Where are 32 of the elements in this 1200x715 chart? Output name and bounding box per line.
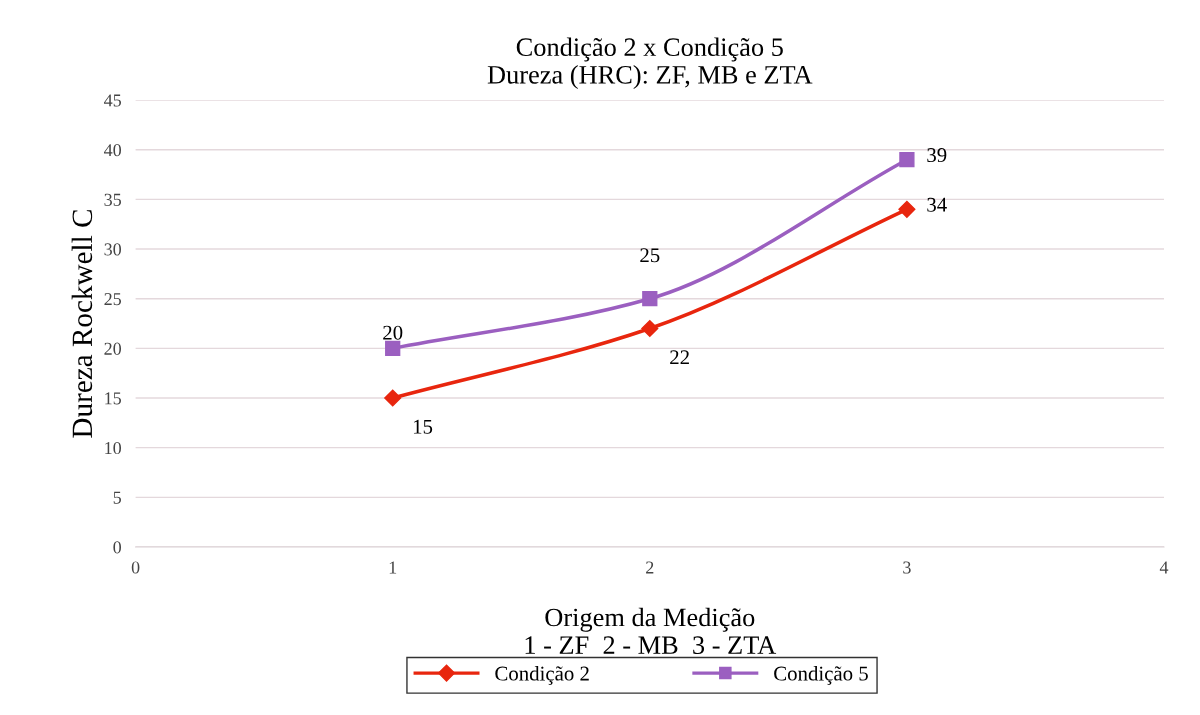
point — [899, 152, 915, 168]
x-tick-label: 4 — [1159, 561, 1169, 574]
data-label: 39 — [927, 148, 947, 163]
y-tick-label: 5 — [113, 491, 122, 504]
y-axis-title: Dureza Rockwell C — [71, 210, 93, 438]
y-tick-label: 40 — [104, 144, 122, 157]
y-tick-label: 20 — [104, 342, 122, 355]
x-axis-title: Origem da Medição 1 - ZF 2 - MB 3 - ZTA — [525, 607, 777, 655]
point — [385, 340, 401, 357]
y-tick-label: 0 — [113, 541, 122, 554]
y-tick-label: 35 — [104, 193, 122, 206]
legend-label: Condição 2 — [495, 665, 589, 685]
x-tick-label: 1 — [389, 561, 397, 574]
y-tick-label: 45 — [104, 94, 122, 107]
legend-label: Condição 5 — [774, 665, 868, 685]
y-tick-label: 30 — [104, 243, 122, 256]
y-tick-label: 25 — [104, 293, 122, 306]
point — [384, 389, 402, 407]
x-tick-label: 3 — [903, 561, 911, 574]
y-tick-label: 15 — [105, 392, 122, 405]
point — [898, 200, 916, 218]
data-label: 34 — [927, 197, 947, 212]
x-tick-label: 0 — [131, 561, 140, 574]
point — [642, 291, 658, 307]
x-tick-label: 2 — [646, 561, 654, 574]
data-label: 25 — [640, 248, 660, 263]
data-label: 15 — [413, 419, 433, 434]
data-label: 22 — [670, 350, 689, 365]
y-tick-label: 10 — [105, 441, 122, 455]
data-label: 20 — [383, 325, 403, 340]
point — [641, 319, 659, 338]
chart-title: Condição 2 x Condição 5 Dureza (HRC): ZF, MB e ZTA — [487, 37, 813, 90]
